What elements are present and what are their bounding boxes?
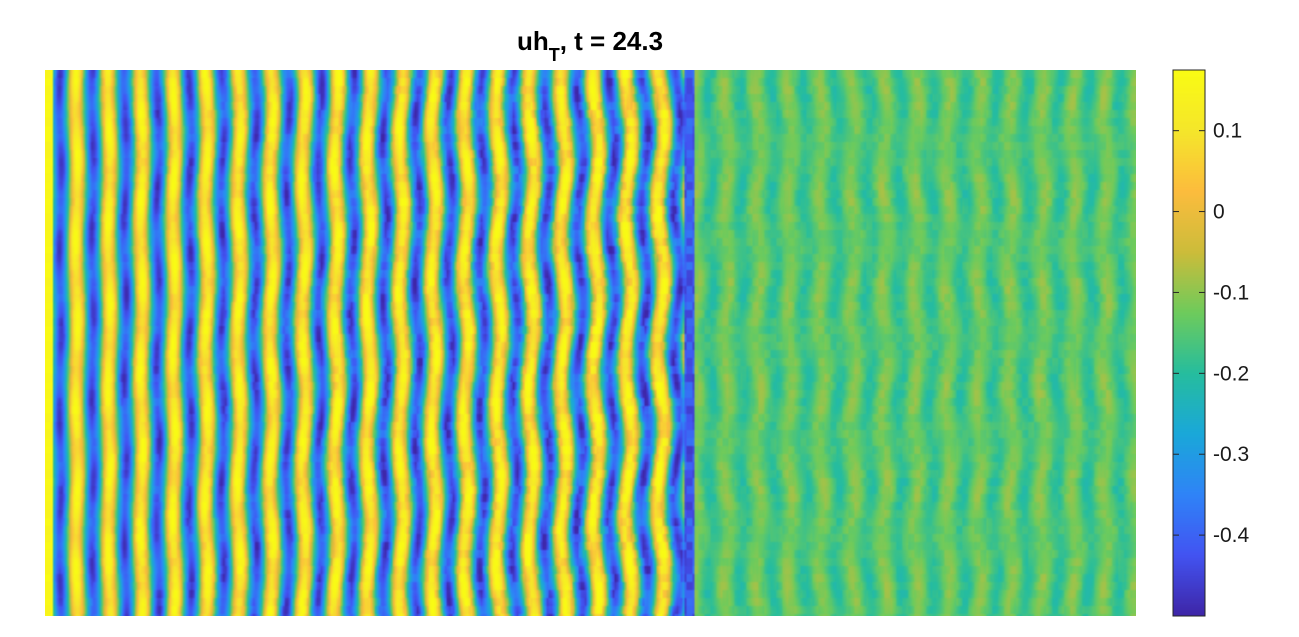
colorbar-frame bbox=[1172, 69, 1206, 617]
colorbar-gradient bbox=[1173, 70, 1205, 616]
colorbar-ticks: 0.1 0 -0.1 -0.2 -0.3 -0.4 bbox=[1173, 120, 1250, 547]
title-suffix: , t = 24.3 bbox=[560, 26, 663, 56]
title-prefix: uh bbox=[517, 26, 549, 56]
colorbar-tick-label: -0.3 bbox=[1213, 443, 1249, 466]
colorbar-tick-label: 0 bbox=[1213, 201, 1225, 224]
colorbar-tick-label: 0.1 bbox=[1213, 120, 1242, 143]
colorbar-tick-label: -0.2 bbox=[1213, 362, 1249, 385]
title-subscript: T bbox=[549, 45, 560, 65]
plot-area bbox=[45, 70, 1136, 616]
colorbar-tick-label: -0.4 bbox=[1213, 524, 1250, 547]
colorbar: 0.1 0 -0.1 -0.2 -0.3 -0.4 bbox=[1172, 69, 1250, 617]
heatmap-field bbox=[45, 70, 1136, 616]
chart-title: uhT, t = 24.3 bbox=[517, 26, 663, 65]
colorbar-tick-label: -0.1 bbox=[1213, 281, 1249, 304]
